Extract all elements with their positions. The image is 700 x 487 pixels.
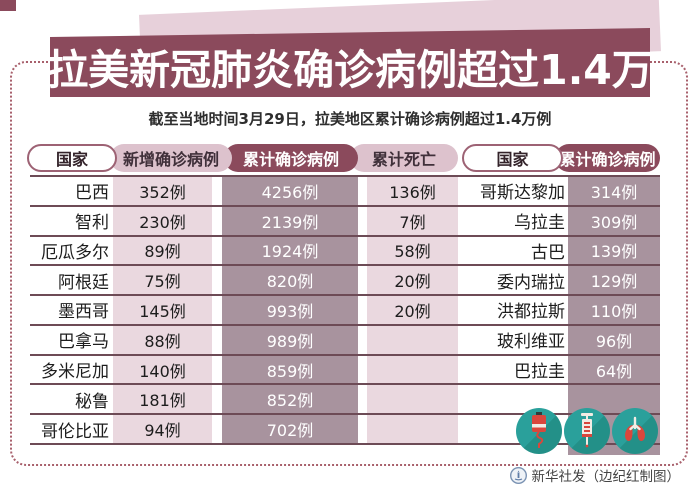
table-row: 墨西哥 145例 993例 20例 洪都拉斯 110例 — [30, 296, 660, 326]
country-cell: 智利 — [75, 213, 109, 234]
cumulative-cell: 859例 — [266, 361, 314, 381]
table-row: 哥伦比亚 94例 702例 — [30, 415, 660, 445]
country-right-cell: 委内瑞拉 — [497, 272, 565, 293]
header-new-cases: 新增确诊病例 — [110, 144, 232, 172]
cumulative-cell: 2139例 — [261, 212, 319, 232]
header-cumulative-right: 累计确诊病例 — [555, 144, 660, 172]
cumulative-right-cell: 314例 — [590, 182, 638, 202]
country-right-cell: 玻利维亚 — [497, 332, 565, 353]
cumulative-right-cell: 129例 — [590, 272, 638, 292]
credit-line: 新华社发（边纪红制图） — [509, 465, 681, 485]
cumulative-cell: 4256例 — [261, 182, 319, 202]
page-title: 拉美新冠肺炎确诊病例超过1.4万 — [47, 45, 653, 94]
header-cumulative-left: 累计确诊病例 — [224, 144, 358, 172]
deaths-cell: 20例 — [394, 272, 431, 292]
xinhua-logo-icon — [509, 466, 527, 484]
new-cases-cell: 75例 — [144, 272, 181, 292]
country-cell: 巴西 — [75, 183, 109, 204]
table-row: 秘鲁 181例 852例 — [30, 385, 660, 416]
cumulative-cell: 1924例 — [261, 242, 319, 262]
deaths-column-strip — [367, 177, 458, 443]
iv-drip-icon-glyph — [532, 412, 546, 448]
header-deaths: 累计死亡 — [350, 144, 458, 172]
table-row: 阿根廷 75例 820例 20例 委内瑞拉 129例 — [30, 266, 660, 297]
table-rows: 巴西 352例 4256例 136例 哥斯达黎加 314例 智利 230例 21… — [30, 175, 660, 445]
new-cases-cell: 230例 — [139, 212, 186, 232]
table-row: 巴拿马 88例 989例 玻利维亚 96例 — [30, 326, 660, 356]
deaths-cell: 58例 — [394, 242, 431, 262]
country-right-cell: 巴拉圭 — [514, 362, 565, 383]
header-country-left: 国家 — [27, 144, 117, 172]
new-cases-cell: 352例 — [139, 182, 186, 202]
lungs-icon — [612, 408, 658, 454]
table-row: 智利 230例 2139例 7例 乌拉圭 309例 — [30, 207, 660, 237]
deaths-cell — [367, 356, 458, 384]
cumulative-cell: 989例 — [266, 331, 314, 351]
cumulative-right-cell: 309例 — [590, 212, 638, 232]
country-cell: 秘鲁 — [75, 391, 109, 412]
cumulative-cell: 852例 — [266, 391, 314, 411]
iv-drip-icon — [516, 408, 562, 454]
country-right-cell: 洪都拉斯 — [497, 302, 565, 323]
country-cell: 哥伦比亚 — [41, 421, 109, 442]
lungs-icon-glyph — [625, 416, 645, 442]
corner-accent-shape — [0, 0, 16, 11]
new-cases-cell: 140例 — [139, 361, 186, 381]
table-row: 巴西 352例 4256例 136例 哥斯达黎加 314例 — [30, 177, 660, 207]
cumulative-right-cell: 64例 — [595, 361, 633, 381]
cumulative-cell: 702例 — [266, 421, 314, 441]
country-cell: 巴拿马 — [58, 332, 109, 353]
new-cases-cell: 88例 — [144, 331, 181, 351]
deaths-cell — [367, 385, 458, 413]
cumulative-cell: 993例 — [266, 301, 314, 321]
country-cell: 多米尼加 — [41, 362, 109, 383]
country-right-cell: 古巴 — [531, 242, 565, 263]
new-cases-column-strip — [113, 177, 212, 443]
new-cases-cell: 94例 — [144, 421, 181, 441]
new-cases-cell: 145例 — [139, 301, 186, 321]
deaths-cell — [367, 415, 458, 443]
country-cell: 阿根廷 — [58, 272, 109, 293]
country-right-cell: 乌拉圭 — [514, 213, 565, 234]
country-cell: 墨西哥 — [58, 302, 109, 323]
deaths-cell: 136例 — [389, 182, 436, 202]
deaths-cell: 7例 — [399, 212, 426, 232]
cumulative-right-cell: 110例 — [590, 301, 638, 321]
new-cases-cell: 89例 — [144, 242, 181, 262]
cumulative-right-cell: 96例 — [595, 331, 633, 351]
subtitle-text: 截至当地时间3月29日，拉美地区累计确诊病例超过1.4万例 — [148, 110, 552, 128]
cumulative-cell: 820例 — [266, 272, 314, 292]
country-cell: 厄瓜多尔 — [41, 242, 109, 263]
syringe-icon-glyph — [581, 413, 593, 448]
deaths-cell: 20例 — [394, 301, 431, 321]
country-right-cell: 哥斯达黎加 — [480, 183, 565, 204]
cumulative-column-strip — [222, 177, 358, 443]
table-row: 多米尼加 140例 859例 巴拉圭 64例 — [30, 356, 660, 386]
table-row: 厄瓜多尔 89例 1924例 58例 古巴 139例 — [30, 237, 660, 267]
title-banner: 拉美新冠肺炎确诊病例超过1.4万 — [50, 28, 650, 97]
deaths-cell — [367, 326, 458, 354]
cumulative-right-cell: 139例 — [590, 242, 638, 262]
new-cases-cell: 181例 — [139, 391, 186, 411]
header-country-right: 国家 — [462, 144, 563, 172]
syringe-icon — [564, 408, 610, 454]
credit-text: 新华社发（边纪红制图） — [531, 469, 681, 485]
